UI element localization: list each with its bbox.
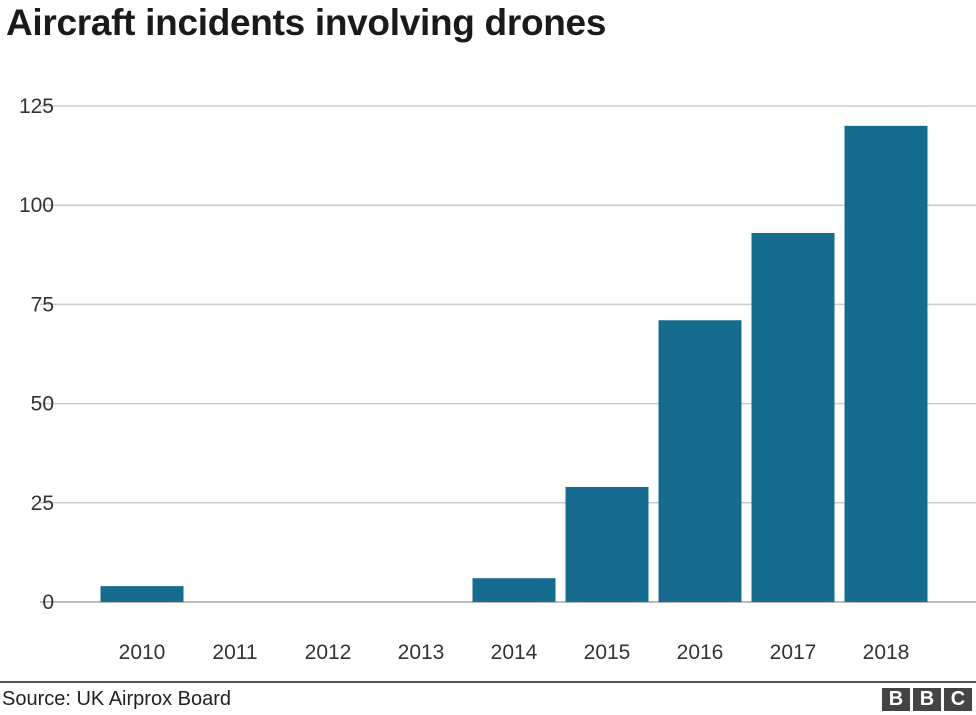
bar xyxy=(472,578,556,602)
bbc-logo-letter: B xyxy=(882,688,910,711)
x-tick-label: 2015 xyxy=(584,641,631,664)
source-note: Source: UK Airprox Board xyxy=(2,688,231,710)
bbc-logo-letter: C xyxy=(944,688,972,711)
y-tick-label: 0 xyxy=(42,591,54,614)
bbc-logo: B B C xyxy=(882,688,972,711)
bar xyxy=(100,586,184,602)
bar xyxy=(658,320,742,602)
x-tick-label: 2011 xyxy=(212,641,257,664)
x-tick-label: 2010 xyxy=(119,641,166,664)
y-tick-label: 125 xyxy=(19,95,54,118)
x-tick-label: 2018 xyxy=(863,641,910,664)
bar xyxy=(844,125,928,602)
y-tick-label: 25 xyxy=(31,492,54,515)
x-tick-label: 2013 xyxy=(398,641,445,664)
bar xyxy=(751,232,835,602)
y-tick-label: 100 xyxy=(19,194,54,217)
bbc-logo-letter: B xyxy=(913,688,941,711)
x-tick-label: 2012 xyxy=(305,641,352,664)
x-tick-label: 2016 xyxy=(677,641,724,664)
y-tick-label: 50 xyxy=(31,393,54,416)
x-tick-label: 2014 xyxy=(491,641,538,664)
bar xyxy=(565,486,649,602)
bar-chart: 0 25 50 75 100 125 2010 2011 2012 2013 2014 2015 201… xyxy=(19,95,976,664)
x-tick-label: 2017 xyxy=(770,641,817,664)
y-tick-label: 75 xyxy=(31,293,54,316)
chart-title: Aircraft incidents involving drones xyxy=(6,2,607,43)
footer-divider xyxy=(0,681,976,683)
